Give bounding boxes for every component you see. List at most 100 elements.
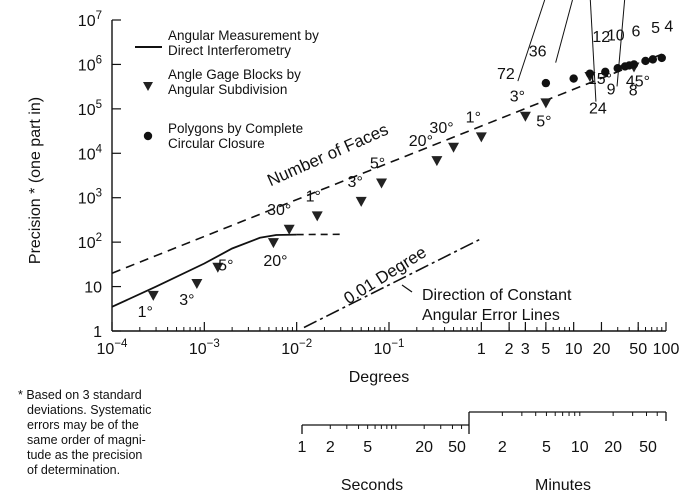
seconds-tick-label: 1 [298, 439, 307, 456]
angle-scale: 1 2 5 20 50 2 5 10 20 50 Seconds Minutes [298, 411, 667, 493]
constant-error-line [303, 237, 482, 329]
x-tick-label: 20 [593, 341, 611, 358]
x-tick-label: 10−2 [281, 338, 312, 358]
polygon-label: 8 [629, 82, 638, 99]
gage-block-label: 5° [370, 156, 385, 173]
y-tick-label: 10 [84, 280, 102, 297]
y-tick-label: 105 [78, 99, 102, 119]
gage-block-label: 30° [267, 202, 291, 219]
gage-block-marker [355, 196, 367, 207]
polygon-marker [569, 74, 578, 83]
chart-marks [147, 53, 666, 301]
degree-line-label: 0.01 Degree [340, 242, 429, 308]
legend-text: Angular Measurement by [168, 28, 319, 43]
gage-block-label: 1° [306, 188, 321, 205]
polygon-label: 36 [529, 44, 547, 61]
footnote-line: deviations. Systematic [27, 403, 152, 417]
gage-block-label: 5° [218, 258, 233, 275]
minutes-tick-label: 2 [498, 439, 507, 456]
gage-block-marker [540, 98, 552, 109]
polygon-leader [616, 0, 626, 87]
polygon-marker [648, 55, 658, 64]
y-tick-label: 107 [78, 10, 102, 30]
gage-block-label: 45° [626, 73, 650, 90]
gage-block-marker [147, 290, 159, 301]
direction-arrow [401, 284, 413, 293]
minutes-label: Minutes [535, 477, 591, 493]
legend-text: Direct Interferometry [168, 43, 291, 58]
interferometry-curve [111, 233, 297, 308]
legend-text: Angle Gage Blocks by [168, 67, 301, 82]
y-tick-label: 106 [78, 54, 102, 74]
polygon-marker [541, 78, 551, 88]
footnote-line: of determination. [27, 463, 121, 477]
number-of-faces-line [111, 53, 663, 274]
gage-block-marker [376, 178, 388, 189]
gage-block-label: 1° [466, 109, 481, 126]
x-tick-label: 5 [541, 341, 550, 358]
polygon-marker [585, 69, 595, 78]
x-tick-label: 2 [505, 341, 514, 358]
footnote-line: errors may be of the [27, 418, 139, 432]
gage-block-marker [519, 111, 531, 122]
polygon-label: 12 [592, 29, 610, 46]
gage-block-marker [267, 238, 279, 249]
gage-block-label: 1° [138, 304, 153, 321]
polygon-marker [613, 64, 622, 73]
y-axis-title: Precision * (one part in) [27, 97, 44, 264]
chart-axes: 10−4 10−3 10−2 10−1 1 2 3 5 10 20 50 10011010210310… [27, 10, 679, 386]
polygon-marker [657, 53, 666, 63]
gage-block-label: 20° [263, 253, 287, 270]
legend-text: Polygons by Complete [168, 121, 303, 136]
x-tick-label: 3 [521, 341, 530, 358]
y-tick-label: 103 [78, 188, 102, 208]
polygon-label: 4 [664, 18, 673, 35]
direction-label-1: Direction of Constant [422, 287, 572, 304]
x-axis-title: Degrees [349, 369, 409, 386]
polygon-leader [555, 0, 573, 63]
gage-block-marker [283, 224, 295, 235]
x-tick-label: 10−1 [374, 338, 405, 358]
gage-block-label: 30° [429, 120, 453, 137]
y-tick-label: 104 [78, 143, 103, 163]
polygon-marker [629, 60, 639, 69]
gage-block-marker [311, 211, 323, 222]
gage-block-label: 5° [536, 113, 551, 130]
minutes-tick-label: 20 [604, 439, 622, 456]
gage-block-marker [475, 132, 487, 143]
legend-circle-marker [143, 131, 153, 141]
legend-triangle-marker [143, 82, 153, 91]
polygon-label: 72 [497, 66, 515, 83]
y-tick-label: 102 [78, 232, 102, 252]
footnote-line: same order of magni- [27, 433, 146, 447]
legend-text: Angular Subdivision [168, 82, 287, 97]
gage-block-marker [431, 156, 443, 167]
x-tick-label: 10 [565, 341, 583, 358]
x-tick-label: 1 [477, 341, 486, 358]
footnote-line: tude as the precision [27, 448, 143, 462]
polygon-leader [517, 0, 546, 82]
y-tick-label: 1 [93, 324, 102, 341]
polygon-label: 5 [651, 20, 660, 37]
polygon-label: 24 [589, 101, 607, 118]
polygon-label: 10 [607, 27, 625, 44]
x-tick-label: 100 [653, 341, 680, 358]
gage-block-label: 3° [179, 292, 194, 309]
x-tick-label: 10−4 [97, 338, 129, 358]
seconds-tick-label: 2 [326, 439, 335, 456]
polygon-leader [589, 0, 597, 102]
seconds-tick-label: 50 [448, 439, 466, 456]
minutes-tick-label: 50 [639, 439, 657, 456]
minutes-tick-label: 5 [542, 439, 551, 456]
seconds-tick-label: 20 [415, 439, 433, 456]
polygon-marker [641, 56, 650, 66]
gage-block-marker [212, 262, 224, 273]
gage-block-label: 3° [510, 89, 525, 106]
footnote-line: * Based on 3 standard [18, 388, 142, 402]
x-tick-label: 50 [629, 341, 647, 358]
polygon-marker [601, 67, 610, 77]
polygon-label: 6 [632, 23, 641, 40]
gage-block-label: 3° [348, 174, 363, 191]
gage-block-label: 15° [588, 71, 612, 88]
